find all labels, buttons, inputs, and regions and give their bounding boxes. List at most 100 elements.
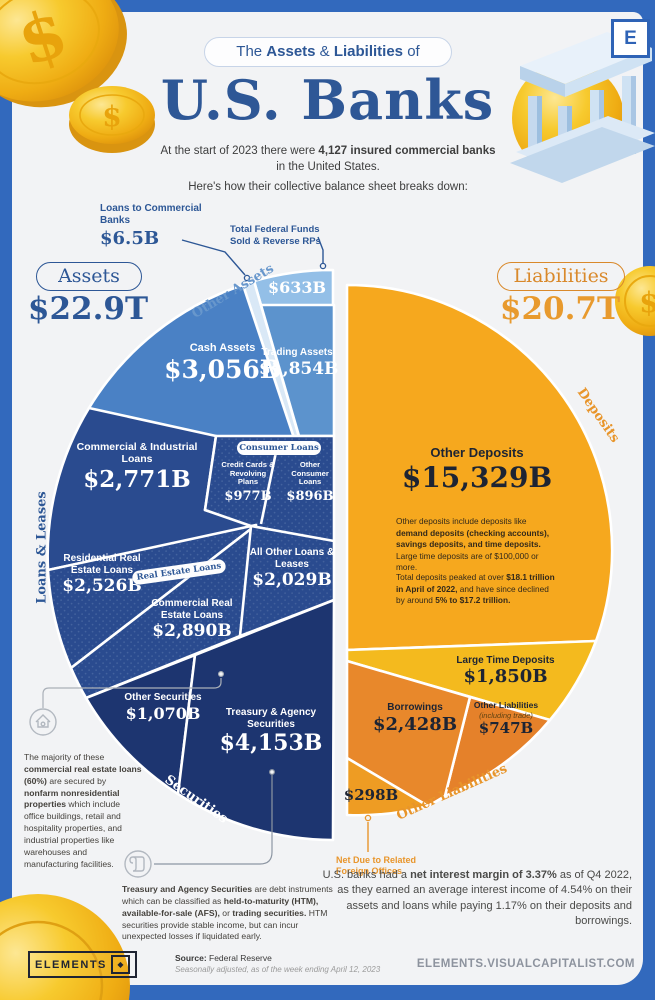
segment-other-liabilities [443,695,552,798]
rim-label-loans-leases: Loans & Leases [34,491,50,604]
connector-fed-funds [317,236,324,263]
label-other-liabilities-747: Other Liabilities (including trade) $747… [460,700,552,737]
other-deposits-paragraph-1: Other deposits include deposits like dem… [396,516,550,573]
segment-net-due-foreign [345,756,430,817]
coin-bottom-left [0,894,130,1000]
coin-top-left-small: $ [69,86,155,153]
elements-logo-text: ELEMENTS [35,958,107,971]
connector-dot [218,670,225,677]
segment-label: Other Consumer Loans [291,460,329,487]
assets-pie [46,268,336,842]
connector-loans-cb [181,239,246,276]
label-other-securities: Other Securities $1,070B [122,692,204,722]
label-commercial-re: Commercial Real Estate Loans $2,890B [146,598,238,641]
label-fed-funds: $633B [258,278,336,297]
segment-label: Cash Assets [189,342,256,354]
label-treasury-agency: Treasury & Agency Securities $4,153B [212,707,330,755]
segment-label: Trading Assets [261,347,333,358]
label-residential-re: Residential Real Estate Loans $2,526B [58,553,146,596]
source-note: Seasonally adjusted, as of the week endi… [175,965,381,974]
connector-cre-note [42,678,222,708]
segment-sublabel: (including trade) [479,710,533,720]
treasury-note: Treasury and Agency Securities are debt … [122,884,333,942]
label-other-consumer: Other Consumer Loans $896B [286,460,334,505]
segment-other-deposits [345,283,614,652]
coin-right-edge: $ [615,266,655,336]
liabilities-pie [345,283,614,817]
coin-dollar-glyph: $ [639,286,655,319]
label-cash-assets: Cash Assets $3,056B [160,342,285,383]
connector-dot [269,768,276,775]
source-block: Source: Federal Reserve Seasonally adjus… [175,953,405,974]
cre-note: The majority of these commercial real es… [24,752,142,869]
segment-value: $3,056B [164,354,281,384]
segment-label: Large Time Deposits [456,655,555,666]
segment-value: $2,428B [372,713,458,735]
segment-label: Residential Real Estate Loans [63,553,141,576]
liabilities-total: $20.7T [499,291,621,327]
net-due-label: Net Due to Related Foreign Offices [336,855,417,877]
connector-dot [243,274,251,282]
connector-treasury-note [154,775,273,865]
scroll-icon [124,850,152,878]
segment-label: Other Deposits [430,445,524,460]
page-title: U.S. Banks [160,68,495,132]
assets-total: $22.9T [27,291,149,327]
segment-value: $2,029B [252,570,332,590]
segment-label: Credit Cards & Revolving Plans [221,460,275,487]
segment-value: $298B [343,786,399,804]
segment-value: $4,153B [219,730,323,756]
segment-value: $15,329B [401,460,553,494]
net-interest-margin-note: U.S. banks had a net interest margin of … [322,869,632,928]
source-line: Source: Federal Reserve [175,953,272,963]
segment-value: $633B [267,278,327,297]
segment-value: $2,771B [83,466,191,494]
segment-value: $2,890B [152,621,232,641]
intro-line-1: At the start of 2023 there were 4,127 in… [160,145,496,174]
label-borrowings: Borrowings $2,428B [356,702,474,734]
callout-loans-commercial-banks: Loans to Commercial Banks $6.5B [100,203,218,249]
callout-value: $6.5B [100,228,160,249]
coin-dollar-glyph: $ [102,100,121,133]
callout-fed-funds: Total Federal Funds Sold & Reverse RPs [230,224,321,247]
segment-value: $2,526B [62,576,142,596]
segment-label: Borrowings [387,702,443,713]
bank-illustration [510,32,655,183]
liabilities-badge: Liabilities [497,262,625,291]
segment-label: Treasury & Agency Securities [225,707,317,730]
website-url: ELEMENTS.VISUALCAPITALIST.COM [416,958,635,970]
segment-treasury-agency [176,598,336,842]
label-trading-assets: Trading Assets $1,854B [259,347,339,379]
header-pill: The Assets & Liabilities of [204,37,452,67]
elements-logo-icon: ◆ [110,955,130,974]
label-net-due-value: $298B [340,786,402,804]
label-commercial-industrial: Commercial & Industrial Loans $2,771B [72,441,202,492]
label-large-time-deposits: Large Time Deposits $1,850B [428,655,583,686]
segment-label: All Other Loans & Leases [249,547,335,570]
connector-dot [319,262,327,270]
elements-logo: ELEMENTS ◆ [28,951,137,978]
segment-value: $1,850B [463,665,548,687]
label-all-other-loans: All Other Loans & Leases $2,029B [242,547,342,590]
segment-label: Commercial Real Estate Loans [151,598,233,621]
segment-label: Commercial & Industrial Loans [76,441,198,466]
assets-badge: Assets [36,262,142,291]
consumer-loans-badge: Consumer Loans [237,441,321,455]
segment-value: $747B [478,718,534,737]
callout-label: Loans to Commercial Banks [100,203,202,226]
other-deposits-paragraph-2: Total deposits peaked at over $18.1 tril… [396,572,555,606]
label-credit-cards: Credit Cards & Revolving Plans $977B [219,460,277,505]
connector-dot [364,814,372,822]
segment-value: $977B [224,489,272,505]
coin-top-left: $ [0,0,127,108]
intro-line-2: Here's how their collective balance shee… [188,181,468,193]
consumer-loans-divider [259,451,278,525]
label-other-deposits: Other Deposits $15,329B [392,445,562,494]
home-icon [29,708,57,736]
segment-value: $896B [286,489,334,505]
segment-value: $1,854B [259,358,339,379]
segment-label: Other Liabilities [473,700,539,710]
segment-label: Other Securities [124,692,202,703]
